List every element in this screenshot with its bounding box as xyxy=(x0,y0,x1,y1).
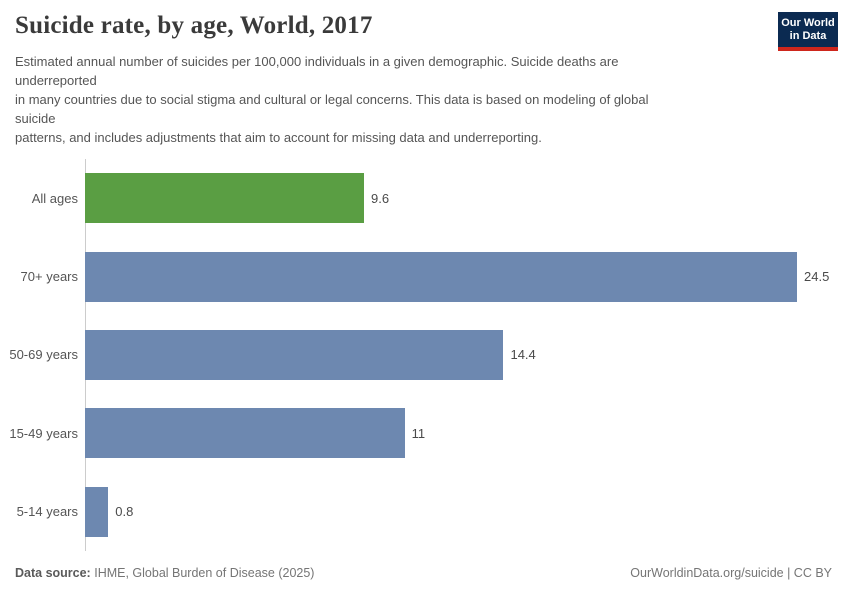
bar-row: 15-49 years 11 xyxy=(0,394,850,472)
bar-5-14-years[interactable] xyxy=(85,486,109,537)
value-label: 9.6 xyxy=(370,190,390,206)
bar-row: All ages 9.6 xyxy=(0,159,850,237)
value-label: 0.8 xyxy=(115,504,134,520)
value-label: 24.5 xyxy=(804,269,830,285)
category-label: 70+ years xyxy=(20,269,78,285)
bar-track: 14.4 xyxy=(85,329,850,380)
bar-row: 5-14 years 0.8 xyxy=(0,473,850,551)
credit-link[interactable]: OurWorldinData.org/suicide | CC BY xyxy=(630,566,832,580)
category-label: 50-69 years xyxy=(9,347,78,363)
owid-logo-line2: in Data xyxy=(789,30,827,42)
bar-row: 50-69 years 14.4 xyxy=(0,316,850,394)
value-label: 14.4 xyxy=(510,347,536,363)
data-source-label: Data source: xyxy=(15,566,91,580)
value-label: 11 xyxy=(411,425,426,441)
bar-70-years[interactable] xyxy=(85,251,797,302)
data-source: Data source: IHME, Global Burden of Dise… xyxy=(15,566,314,580)
chart-footer: Data source: IHME, Global Burden of Dise… xyxy=(15,566,832,580)
data-source-text: IHME, Global Burden of Disease (2025) xyxy=(94,566,315,580)
owid-logo-line1: Our World xyxy=(781,17,835,29)
bar-all-ages[interactable] xyxy=(85,173,364,224)
bar-track: 9.6 xyxy=(85,173,850,224)
bar-row: 70+ years 24.5 xyxy=(0,237,850,315)
owid-logo[interactable]: Our World in Data xyxy=(778,12,838,51)
page-title: Suicide rate, by age, World, 2017 xyxy=(15,12,373,39)
bar-track: 24.5 xyxy=(85,251,850,302)
bar-chart: All ages 9.6 70+ years 24.5 50-69 years 14.4 1… xyxy=(0,159,850,551)
category-label: 5-14 years xyxy=(16,504,78,520)
bar-track: 0.8 xyxy=(85,486,850,537)
bar-15-49-years[interactable] xyxy=(85,408,405,459)
bar-50-69-years[interactable] xyxy=(85,329,504,380)
category-label: 15-49 years xyxy=(9,425,78,441)
chart-subtitle: Estimated annual number of suicides per … xyxy=(15,54,649,145)
bar-track: 11 xyxy=(85,408,850,459)
category-label: All ages xyxy=(31,190,78,206)
